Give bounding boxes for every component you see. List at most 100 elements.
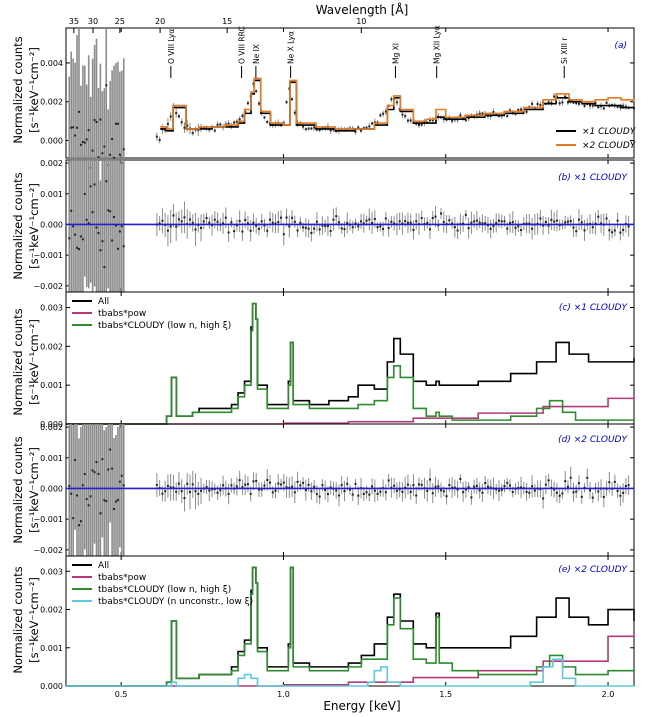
- data-point: [89, 185, 92, 188]
- data-point: [544, 483, 547, 486]
- data-point: [506, 481, 509, 484]
- series-line: [66, 302, 635, 425]
- data-point: [459, 114, 462, 117]
- data-point: [558, 102, 561, 105]
- data-point: [426, 489, 429, 492]
- y-tick-label: 0.000: [40, 420, 63, 429]
- data-point: [362, 492, 365, 495]
- data-point: [288, 225, 291, 228]
- data-point: [354, 482, 357, 485]
- legend-label: tbabs*pow: [98, 573, 146, 583]
- data-point: [343, 228, 346, 231]
- data-point: [107, 209, 110, 212]
- data-point: [83, 141, 86, 144]
- series-line: [66, 302, 634, 425]
- data-point: [93, 118, 96, 121]
- data-point: [602, 107, 605, 110]
- data-point: [222, 484, 225, 487]
- data-point: [83, 192, 86, 195]
- y-label-e: Normalized counts [s⁻¹keV⁻¹cm⁻²]: [11, 566, 41, 673]
- data-point: [116, 247, 119, 250]
- data-point: [280, 483, 283, 486]
- data-point: [613, 480, 616, 483]
- data-point: [379, 225, 382, 228]
- line-id-label: Si XIII r: [560, 37, 569, 64]
- data-point: [605, 217, 608, 220]
- data-point: [368, 493, 371, 496]
- data-point: [589, 489, 592, 492]
- line-id-label: Ne IX: [252, 44, 261, 64]
- data-point: [371, 122, 374, 125]
- y-tick-label: 0.003: [40, 567, 63, 576]
- data-point: [118, 153, 121, 156]
- data-point: [575, 102, 578, 105]
- data-point: [180, 220, 183, 223]
- y-label-a-line2: [s⁻¹keV⁻¹cm⁻²]: [27, 47, 41, 133]
- data-point: [580, 495, 583, 498]
- data-point: [263, 224, 266, 227]
- data-point: [202, 220, 205, 223]
- data-point: [332, 218, 335, 221]
- data-point: [627, 484, 630, 487]
- data-point: [340, 227, 343, 230]
- data-point: [434, 215, 437, 218]
- data-point: [420, 123, 423, 126]
- data-point: [431, 492, 434, 495]
- x-tick-label: 0.5: [115, 690, 128, 699]
- data-point: [246, 483, 249, 486]
- data-point: [451, 119, 454, 122]
- legend-label: All: [98, 297, 109, 307]
- data-point: [85, 218, 88, 221]
- data-point: [296, 229, 299, 232]
- data-point: [575, 490, 578, 493]
- data-point: [528, 222, 531, 225]
- data-point: [74, 459, 77, 462]
- data-point: [307, 227, 310, 230]
- data-point: [103, 499, 106, 502]
- panel-b: −0.002 −0.001 0.000 0.001 0.002: [33, 159, 635, 293]
- data-point: [299, 221, 302, 224]
- data-point: [277, 482, 280, 485]
- data-point: [180, 490, 183, 493]
- data-point: [360, 129, 363, 132]
- data-point: [401, 113, 404, 116]
- data-point: [74, 233, 77, 236]
- data-point: [533, 489, 536, 492]
- data-point: [616, 219, 619, 222]
- data-point: [74, 134, 77, 137]
- data-point: [561, 101, 564, 104]
- data-point: [429, 228, 432, 231]
- data-point: [285, 101, 288, 104]
- series-line: [66, 632, 635, 687]
- data-point: [329, 129, 332, 132]
- data-point: [589, 104, 592, 107]
- data-point: [484, 481, 487, 484]
- data-point: [310, 490, 313, 493]
- data-point: [597, 106, 600, 109]
- data-point: [417, 123, 420, 126]
- data-point: [307, 127, 310, 130]
- data-point: [87, 129, 90, 132]
- data-point: [514, 226, 517, 229]
- series-line: [66, 658, 634, 687]
- legend: All tbabs*pow tbabs*CLOUDY (low n, high ξ)…: [72, 561, 253, 607]
- y-tick-label: 0.002: [40, 159, 63, 168]
- data-point: [77, 524, 80, 527]
- data-point: [113, 156, 116, 159]
- y-label-c-line2: [s⁻¹keV⁻¹cm⁻²]: [27, 319, 41, 405]
- data-point: [95, 121, 98, 124]
- data-point: [83, 473, 86, 476]
- data-point: [404, 115, 407, 118]
- data-point: [500, 220, 503, 223]
- data-point: [208, 489, 211, 492]
- data-point: [351, 226, 354, 229]
- data-point: [166, 122, 169, 125]
- data-point: [536, 103, 539, 106]
- data-point: [371, 221, 374, 224]
- data-point: [401, 222, 404, 225]
- data-point: [619, 231, 622, 234]
- data-point: [101, 240, 104, 243]
- y-tick-label: 0.000: [40, 220, 63, 229]
- panel-tag-b: (b) ×1 CLOUDY: [558, 173, 628, 183]
- data-point: [387, 227, 390, 230]
